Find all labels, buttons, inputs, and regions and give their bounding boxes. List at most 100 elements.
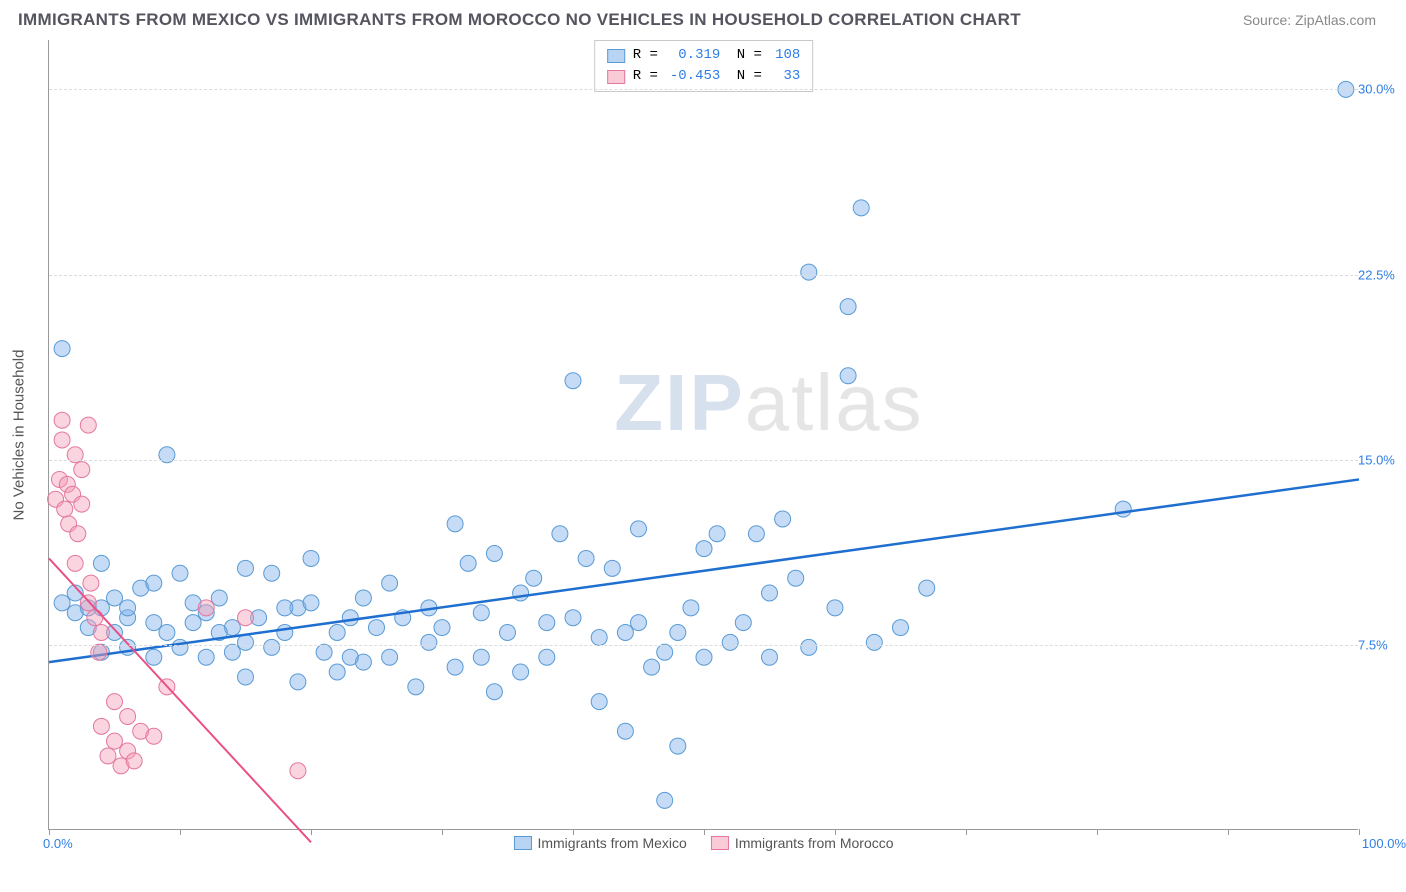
scatter-point [369, 620, 385, 636]
xtick-mark [835, 829, 836, 835]
scatter-point [100, 748, 116, 764]
scatter-point [329, 625, 345, 641]
scatter-point [303, 550, 319, 566]
scatter-point [185, 615, 201, 631]
xtick-mark [49, 829, 50, 835]
gridline-h [49, 645, 1358, 646]
xtick-mark [180, 829, 181, 835]
legend-label-mexico: Immigrants from Mexico [537, 835, 686, 851]
scatter-point [54, 432, 70, 448]
scatter-point [238, 634, 254, 650]
scatter-point [565, 373, 581, 389]
scatter-point [303, 595, 319, 611]
scatter-point [107, 694, 123, 710]
ytick-label: 15.0% [1358, 452, 1406, 467]
scatter-point [866, 634, 882, 650]
scatter-point [172, 639, 188, 655]
xtick-label-min: 0.0% [43, 836, 73, 851]
xtick-label-max: 100.0% [1362, 836, 1406, 851]
scatter-point [87, 610, 103, 626]
scatter-point [486, 546, 502, 562]
scatter-point [1115, 501, 1131, 517]
scatter-point [264, 639, 280, 655]
scatter-point [211, 590, 227, 606]
scatter-point [146, 615, 162, 631]
scatter-point [107, 733, 123, 749]
scatter-point [591, 629, 607, 645]
scatter-point [54, 341, 70, 357]
scatter-point [657, 644, 673, 660]
scatter-point [644, 659, 660, 675]
trend-line [49, 558, 311, 842]
chart-plot-area: No Vehicles in Household ZIPatlas R = 0.… [48, 40, 1358, 830]
chart-title: IMMIGRANTS FROM MEXICO VS IMMIGRANTS FRO… [18, 10, 1021, 30]
scatter-point [473, 605, 489, 621]
scatter-point [513, 585, 529, 601]
scatter-point [74, 496, 90, 512]
scatter-point [54, 595, 70, 611]
scatter-point [382, 649, 398, 665]
scatter-point [827, 600, 843, 616]
xtick-mark [704, 829, 705, 835]
scatter-point [775, 511, 791, 527]
scatter-point [539, 649, 555, 665]
scatter-point [709, 526, 725, 542]
scatter-point [146, 728, 162, 744]
scatter-point [696, 541, 712, 557]
xtick-mark [966, 829, 967, 835]
scatter-svg [49, 40, 1358, 829]
scatter-point [670, 625, 686, 641]
scatter-point [631, 521, 647, 537]
scatter-point [631, 615, 647, 631]
scatter-point [473, 649, 489, 665]
scatter-point [93, 555, 109, 571]
source-attribution: Source: ZipAtlas.com [1243, 12, 1376, 28]
ytick-label: 22.5% [1358, 267, 1406, 282]
scatter-point [126, 753, 142, 769]
legend-item-mexico: Immigrants from Mexico [513, 835, 686, 851]
scatter-point [447, 659, 463, 675]
scatter-point [146, 649, 162, 665]
scatter-point [54, 412, 70, 428]
scatter-point [748, 526, 764, 542]
scatter-point [159, 625, 175, 641]
scatter-point [107, 590, 123, 606]
scatter-point [120, 708, 136, 724]
scatter-point [83, 575, 99, 591]
scatter-point [238, 560, 254, 576]
scatter-point [578, 550, 594, 566]
legend-bottom: Immigrants from Mexico Immigrants from M… [513, 835, 893, 851]
scatter-point [93, 625, 109, 641]
scatter-point [67, 555, 83, 571]
scatter-point [840, 368, 856, 384]
scatter-point [801, 264, 817, 280]
scatter-point [801, 639, 817, 655]
scatter-point [172, 565, 188, 581]
y-axis-title: No Vehicles in Household [11, 349, 28, 520]
scatter-point [421, 634, 437, 650]
scatter-point [683, 600, 699, 616]
scatter-point [74, 462, 90, 478]
scatter-point [146, 575, 162, 591]
scatter-point [355, 590, 371, 606]
scatter-point [919, 580, 935, 596]
scatter-point [500, 625, 516, 641]
scatter-point [486, 684, 502, 700]
xtick-mark [1228, 829, 1229, 835]
ytick-label: 30.0% [1358, 82, 1406, 97]
scatter-point [526, 570, 542, 586]
scatter-point [617, 625, 633, 641]
gridline-h [49, 275, 1358, 276]
gridline-h [49, 460, 1358, 461]
scatter-point [277, 600, 293, 616]
scatter-point [591, 694, 607, 710]
scatter-point [657, 792, 673, 808]
scatter-point [93, 718, 109, 734]
scatter-point [722, 634, 738, 650]
scatter-point [460, 555, 476, 571]
scatter-point [513, 664, 529, 680]
xtick-mark [311, 829, 312, 835]
scatter-point [617, 723, 633, 739]
scatter-point [604, 560, 620, 576]
legend-label-morocco: Immigrants from Morocco [735, 835, 894, 851]
